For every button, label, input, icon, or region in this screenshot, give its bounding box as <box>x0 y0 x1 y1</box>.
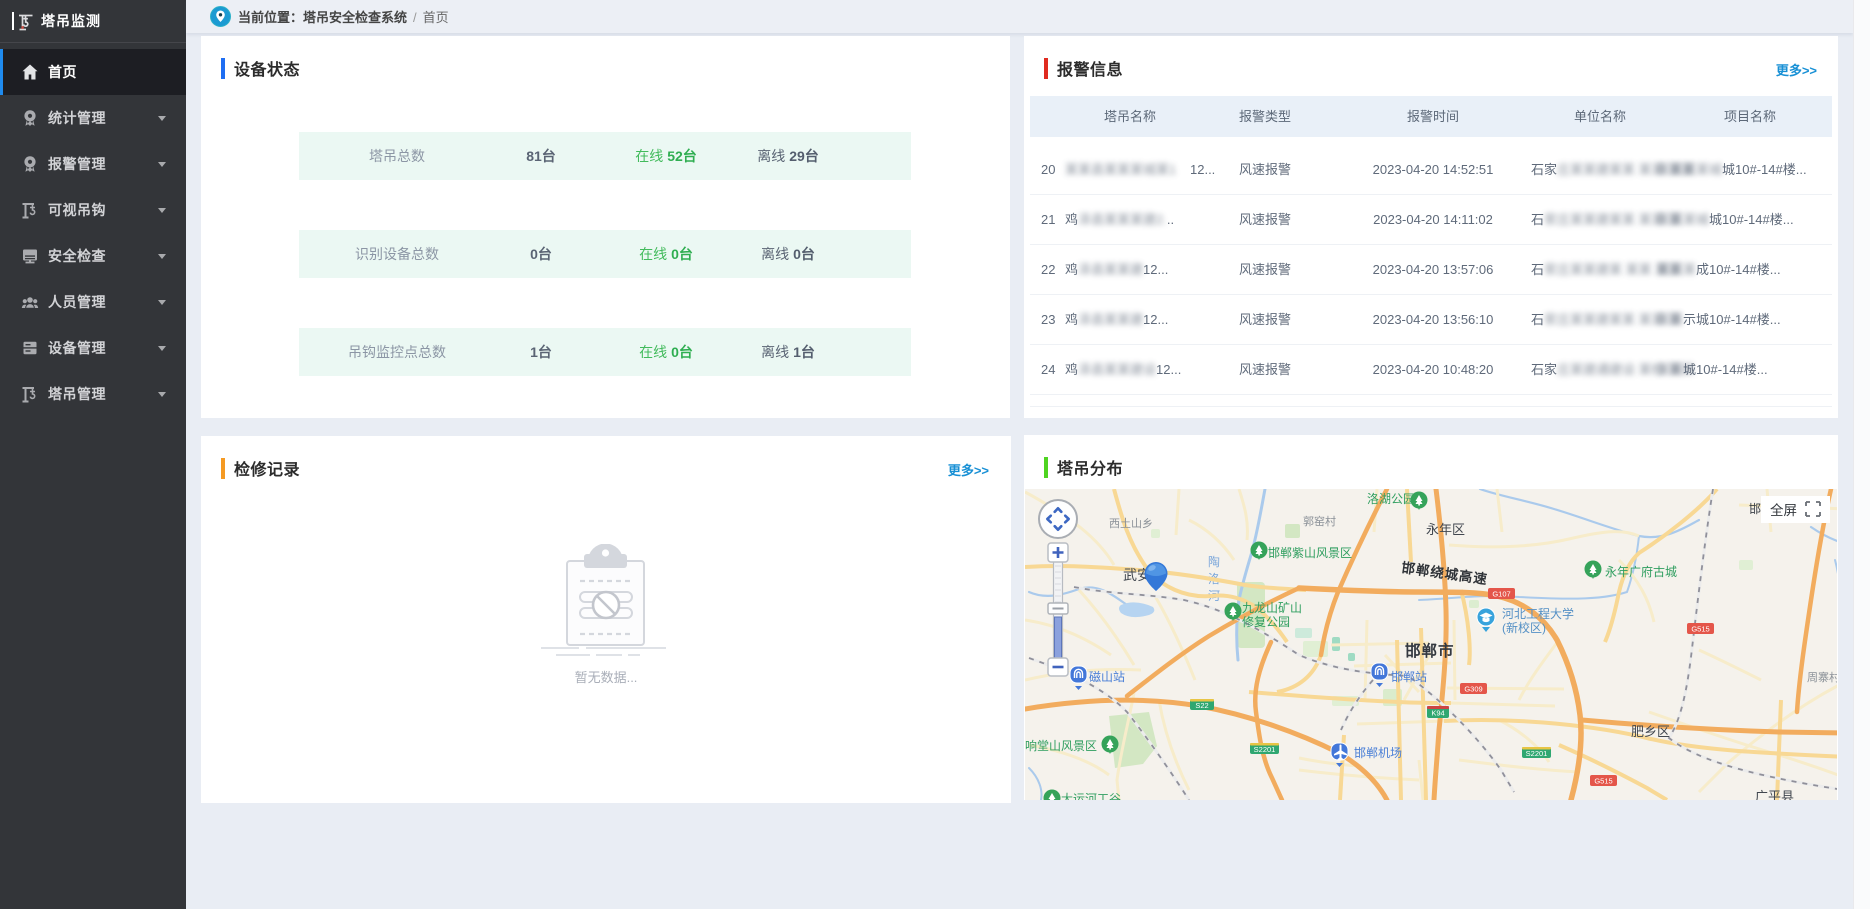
svg-text:永年区: 永年区 <box>1426 522 1465 537</box>
svg-text:全屏: 全屏 <box>1770 502 1797 518</box>
svg-text:邯郸市: 邯郸市 <box>1405 641 1455 660</box>
svg-text:S22: S22 <box>1195 701 1208 710</box>
svg-text:G515: G515 <box>1594 777 1612 786</box>
svg-text:响堂山风景区: 响堂山风景区 <box>1025 738 1097 753</box>
svg-text:S2201: S2201 <box>1254 745 1276 754</box>
svg-text:邯郸机场: 邯郸机场 <box>1354 745 1402 760</box>
svg-text:永年广府古城: 永年广府古城 <box>1605 564 1677 579</box>
svg-text:河北工程大学: 河北工程大学 <box>1502 606 1574 621</box>
svg-text:K94: K94 <box>1431 709 1444 718</box>
svg-text:邯: 邯 <box>1749 501 1761 516</box>
svg-text:S2201: S2201 <box>1526 749 1548 758</box>
svg-text:大运河工谷: 大运河工谷 <box>1061 792 1121 800</box>
svg-text:(新校区): (新校区) <box>1502 620 1546 635</box>
svg-text:G107: G107 <box>1492 590 1510 599</box>
svg-text:G309: G309 <box>1464 685 1482 694</box>
svg-text:邯郸紫山风景区: 邯郸紫山风景区 <box>1268 545 1352 560</box>
svg-text:西土山乡: 西土山乡 <box>1109 517 1153 530</box>
svg-text:修复公园: 修复公园 <box>1242 614 1290 629</box>
svg-text:九龙山矿山: 九龙山矿山 <box>1242 601 1302 615</box>
svg-text:邯郸站: 邯郸站 <box>1391 669 1427 684</box>
svg-text:肥乡区: 肥乡区 <box>1631 724 1670 739</box>
svg-text:郭窑村: 郭窑村 <box>1303 514 1336 528</box>
svg-text:磁山站: 磁山站 <box>1089 669 1125 684</box>
svg-text:广平县: 广平县 <box>1755 789 1794 800</box>
svg-text:周寨村: 周寨村 <box>1807 670 1837 684</box>
svg-text:陶: 陶 <box>1208 554 1220 569</box>
svg-text:洛湖公园: 洛湖公园 <box>1367 491 1415 506</box>
svg-text:G515: G515 <box>1691 625 1709 634</box>
